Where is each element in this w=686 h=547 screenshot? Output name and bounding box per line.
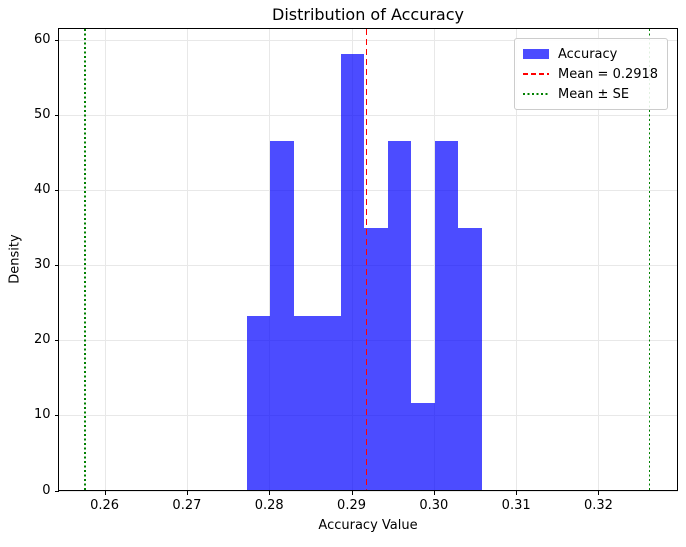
x-tick-label: 0.30 xyxy=(419,497,449,513)
x-tick-mark xyxy=(269,490,271,495)
y-gridline xyxy=(58,39,678,41)
y-tick-mark xyxy=(54,490,59,492)
se-line xyxy=(648,28,651,491)
legend-entry: Accuracy xyxy=(523,44,659,64)
legend-swatch-dashed xyxy=(523,73,549,75)
x-tick-label: 0.31 xyxy=(501,497,531,513)
x-tick-label: 0.29 xyxy=(337,497,366,513)
y-tick-label: 20 xyxy=(33,332,51,348)
legend-label: Accuracy xyxy=(558,46,618,62)
x-gridline xyxy=(186,28,188,491)
legend-entry: Mean = 0.2918 xyxy=(523,64,659,84)
y-tick-label: 60 xyxy=(33,31,51,47)
y-tick-mark xyxy=(54,190,59,191)
y-tick-label: 50 xyxy=(33,106,51,122)
x-gridline xyxy=(598,28,600,491)
y-tick-label: 40 xyxy=(33,182,51,197)
y-tick-mark xyxy=(54,114,59,116)
x-tick-label: 0.32 xyxy=(583,497,613,513)
y-gridline xyxy=(58,114,678,116)
histogram-bar xyxy=(410,403,435,491)
x-gridline xyxy=(433,28,435,491)
x-tick-label: 0.28 xyxy=(254,497,284,513)
x-tick-label: 0.26 xyxy=(90,497,120,513)
histogram-bar xyxy=(434,141,458,491)
histogram-bar xyxy=(340,54,364,491)
legend: Accuracy Mean = 0.2918 Mean ± SE xyxy=(514,38,668,110)
x-tick-mark xyxy=(433,490,435,495)
y-tick-mark xyxy=(54,265,59,267)
histogram-bar xyxy=(363,228,388,491)
mean-line xyxy=(365,28,368,491)
legend-swatch-dotted xyxy=(523,93,549,95)
histogram-bar xyxy=(316,316,341,491)
legend-entry: Mean ± SE xyxy=(523,84,659,104)
y-tick-mark xyxy=(54,39,59,41)
y-gridline xyxy=(58,490,678,492)
histogram-bar xyxy=(457,228,482,491)
x-tick-mark xyxy=(598,490,600,495)
x-tick-mark xyxy=(186,490,188,495)
y-axis-label-text: Density xyxy=(7,234,23,284)
x-tick-mark xyxy=(104,490,106,495)
se-line xyxy=(84,28,86,491)
histogram-bar xyxy=(293,316,317,491)
x-tick-mark xyxy=(351,490,353,495)
y-tick-label: 10 xyxy=(33,407,51,423)
histogram-bar xyxy=(270,141,294,491)
y-gridline xyxy=(58,190,678,191)
legend-swatch-patch xyxy=(523,49,549,59)
histogram-bar xyxy=(246,316,271,491)
x-tick-mark xyxy=(516,490,518,495)
y-tick-label: 0 xyxy=(42,482,51,498)
x-gridline xyxy=(269,28,271,491)
x-gridline xyxy=(104,28,106,491)
legend-label: Mean ± SE xyxy=(558,86,630,102)
chart-title: Distribution of Accuracy xyxy=(272,5,464,24)
x-tick-label: 0.27 xyxy=(172,497,202,513)
histogram-bar xyxy=(387,141,411,491)
y-tick-label: 30 xyxy=(33,257,51,273)
x-gridline xyxy=(516,28,518,491)
x-axis-label: Accuracy Value xyxy=(318,518,418,533)
y-tick-mark xyxy=(54,340,59,342)
legend-label: Mean = 0.2918 xyxy=(558,66,659,82)
y-tick-mark xyxy=(54,415,59,417)
